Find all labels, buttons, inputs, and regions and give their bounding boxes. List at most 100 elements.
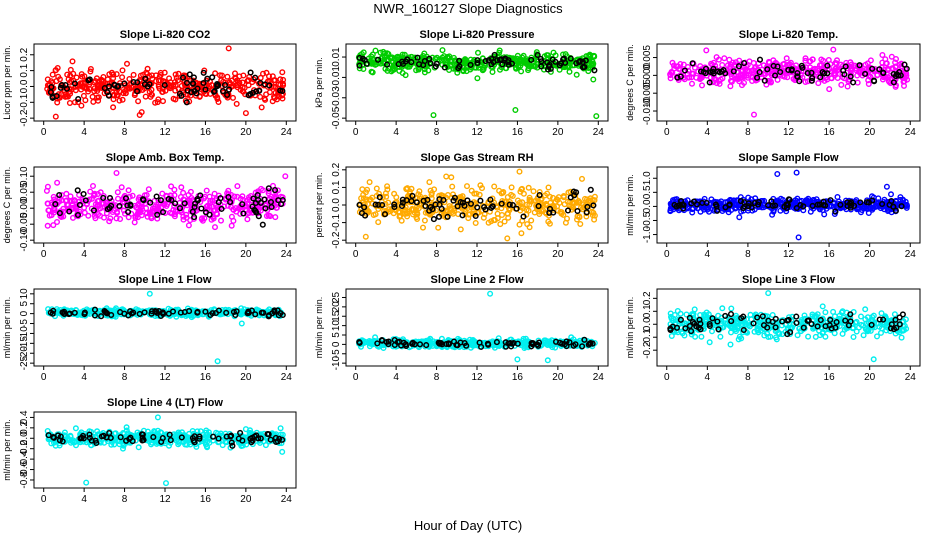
reference-point bbox=[157, 312, 164, 320]
outlier-point bbox=[214, 358, 221, 365]
outlier-point bbox=[765, 290, 772, 297]
y-axis-label: ml/min per min. bbox=[2, 297, 12, 359]
x-axis-title: Hour of Day (UTC) bbox=[414, 518, 522, 533]
data-point bbox=[377, 49, 384, 56]
data-point bbox=[728, 305, 735, 312]
reference-point bbox=[824, 62, 831, 69]
reference-point bbox=[713, 203, 720, 210]
x-tick-label: 4 bbox=[705, 249, 711, 260]
data-point bbox=[864, 60, 871, 67]
y-tick-label: -0.01 bbox=[331, 66, 342, 89]
reference-point bbox=[414, 54, 421, 61]
data-point bbox=[91, 191, 98, 198]
reference-point bbox=[827, 197, 834, 204]
reference-point bbox=[356, 54, 363, 61]
data-point bbox=[123, 424, 130, 431]
reference-point bbox=[451, 194, 458, 201]
reference-point bbox=[124, 202, 131, 209]
y-tick-label: 0.2 bbox=[331, 162, 342, 176]
reference-point bbox=[426, 207, 433, 214]
panel-title: Slope Amb. Box Temp. bbox=[106, 152, 225, 164]
data-point bbox=[144, 70, 151, 77]
reference-point bbox=[218, 205, 225, 212]
data-point bbox=[552, 344, 559, 351]
y-tick-label: 5 bbox=[331, 332, 342, 338]
x-tick-label: 24 bbox=[281, 249, 293, 260]
data-point bbox=[211, 190, 218, 197]
data-point bbox=[230, 217, 237, 224]
reference-point bbox=[765, 202, 772, 209]
data-point bbox=[113, 215, 120, 222]
reference-point bbox=[134, 88, 141, 95]
y-tick-label: -0.8 bbox=[19, 471, 30, 489]
x-tick-label: 0 bbox=[664, 372, 670, 383]
x-tick-label: 24 bbox=[281, 372, 293, 383]
reference-point bbox=[82, 197, 89, 204]
data-point bbox=[733, 75, 740, 82]
data-point bbox=[81, 73, 88, 80]
y-tick-label: 1.0 bbox=[642, 171, 653, 185]
reference-point bbox=[837, 201, 844, 208]
data-point bbox=[238, 305, 245, 312]
x-tick-label: 20 bbox=[864, 372, 876, 383]
x-tick-label: 0 bbox=[41, 372, 47, 383]
reference-point bbox=[71, 80, 78, 87]
reference-point bbox=[564, 207, 572, 214]
panel-title: Slope Line 4 (LT) Flow bbox=[107, 397, 223, 409]
reference-point bbox=[239, 201, 246, 208]
reference-point bbox=[678, 201, 686, 208]
data-point bbox=[511, 56, 518, 63]
x-tick-label: 4 bbox=[81, 494, 87, 505]
data-point bbox=[119, 67, 126, 74]
reference-point bbox=[844, 199, 851, 206]
reference-point bbox=[688, 200, 695, 207]
data-point bbox=[389, 54, 396, 61]
data-point bbox=[398, 55, 405, 62]
data-point bbox=[820, 57, 827, 64]
data-point bbox=[678, 328, 685, 335]
reference-point bbox=[80, 190, 87, 198]
data-point bbox=[838, 309, 845, 316]
reference-point bbox=[887, 325, 895, 332]
data-point bbox=[384, 183, 391, 190]
reference-point bbox=[696, 316, 703, 323]
data-point bbox=[717, 333, 724, 340]
data-point bbox=[457, 195, 464, 202]
reference-point bbox=[567, 55, 574, 62]
y-tick-label: 5 bbox=[19, 301, 30, 307]
panel-title: Slope Sample Flow bbox=[738, 152, 839, 164]
reference-point bbox=[385, 338, 392, 345]
x-tick-label: 8 bbox=[122, 494, 128, 505]
data-point bbox=[540, 207, 547, 214]
y-tick-label: -15 bbox=[19, 336, 30, 351]
data-point bbox=[69, 58, 76, 65]
data-point bbox=[82, 97, 89, 104]
y-tick-label: 0 bbox=[331, 341, 342, 347]
reference-point bbox=[865, 199, 872, 206]
y-tick-label: 0.0 bbox=[642, 317, 653, 331]
reference-point bbox=[358, 210, 366, 217]
x-tick-label: 8 bbox=[122, 249, 128, 260]
y-tick-label: 0.5 bbox=[642, 185, 653, 199]
x-tick-label: 16 bbox=[200, 494, 212, 505]
reference-point bbox=[399, 199, 406, 206]
reference-point bbox=[488, 204, 495, 211]
data-point bbox=[701, 314, 708, 321]
data-point bbox=[883, 327, 890, 334]
data-point bbox=[446, 203, 453, 210]
reference-point bbox=[730, 68, 737, 75]
reference-point bbox=[890, 79, 897, 86]
reference-point bbox=[277, 310, 284, 317]
data-point bbox=[769, 211, 776, 218]
reference-point bbox=[279, 87, 286, 95]
data-point bbox=[558, 209, 565, 216]
data-point bbox=[719, 305, 726, 312]
reference-point bbox=[817, 74, 824, 81]
data-point bbox=[773, 334, 780, 341]
data-point bbox=[794, 332, 801, 339]
reference-point bbox=[722, 312, 729, 319]
data-point bbox=[475, 49, 482, 56]
data-point bbox=[473, 190, 480, 197]
reference-point bbox=[727, 311, 735, 318]
data-point bbox=[869, 314, 876, 321]
